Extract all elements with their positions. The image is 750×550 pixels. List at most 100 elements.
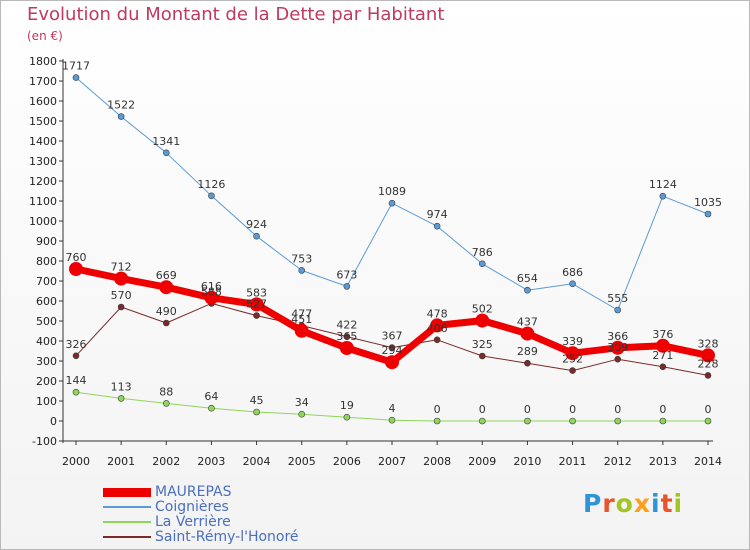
data-point <box>343 413 351 421</box>
data-point <box>610 340 625 355</box>
y-tick-label: 600 <box>36 295 57 308</box>
logo-letter: x <box>633 489 651 518</box>
data-label: 0 <box>659 403 666 416</box>
data-point <box>72 74 80 81</box>
data-point <box>569 417 576 425</box>
x-tick-label: 2005 <box>288 455 316 468</box>
data-label: 0 <box>524 403 531 416</box>
data-label: 654 <box>517 272 538 285</box>
data-label: 113 <box>111 380 132 393</box>
y-tick-label: 1700 <box>29 75 57 88</box>
data-point <box>385 355 399 370</box>
data-point <box>388 199 396 207</box>
x-tick-label: 2009 <box>468 455 496 468</box>
legend-swatch <box>103 506 151 508</box>
data-label: 294 <box>382 344 403 357</box>
data-point <box>204 290 219 305</box>
y-tick-label: -100 <box>32 435 57 448</box>
data-point <box>659 192 667 200</box>
y-tick-label: 700 <box>36 275 57 288</box>
data-label: 367 <box>382 330 403 343</box>
logo-letter: i <box>651 489 661 518</box>
legend-swatch <box>103 536 151 538</box>
data-label: 673 <box>336 268 357 281</box>
y-tick-label: 100 <box>36 395 57 408</box>
data-label: 760 <box>66 251 87 264</box>
data-point <box>569 280 576 288</box>
data-label: 1341 <box>152 135 180 148</box>
logo-letter: i <box>673 489 684 518</box>
data-label: 328 <box>698 337 719 350</box>
y-tick-label: 1300 <box>29 155 57 168</box>
data-label: 144 <box>66 374 87 387</box>
data-point <box>72 388 80 396</box>
data-point <box>388 416 396 424</box>
y-tick-label: 200 <box>36 375 57 388</box>
data-label: 1035 <box>694 196 722 209</box>
unit-label: (en €) <box>27 29 63 43</box>
data-label: 228 <box>698 357 719 370</box>
data-label: 271 <box>652 349 673 362</box>
data-point <box>524 417 531 425</box>
data-point <box>343 333 351 340</box>
data-label: 45 <box>250 394 264 407</box>
data-point <box>159 280 174 295</box>
data-point <box>69 262 83 276</box>
data-label: 422 <box>336 319 357 332</box>
data-point <box>704 417 712 425</box>
x-tick-label: 2011 <box>559 455 587 468</box>
data-label: 669 <box>156 269 177 282</box>
line-chart: -100010020030040050060070080090010001100… <box>29 55 722 468</box>
data-label: 502 <box>472 303 493 316</box>
data-label: 527 <box>246 298 267 311</box>
data-label: 786 <box>472 246 493 259</box>
data-point <box>704 372 712 379</box>
data-label: 289 <box>517 345 538 358</box>
x-tick-label: 2002 <box>152 455 180 468</box>
data-label: 325 <box>472 338 493 351</box>
data-label: 490 <box>156 305 177 318</box>
data-label: 753 <box>291 252 312 265</box>
data-point <box>114 271 129 286</box>
y-tick-label: 300 <box>36 355 57 368</box>
logo-letter: t <box>660 489 674 518</box>
y-tick-label: 1600 <box>29 95 57 108</box>
data-label: 686 <box>562 266 583 279</box>
y-tick-label: 1400 <box>29 135 57 148</box>
x-tick-label: 2004 <box>243 455 271 468</box>
data-point <box>253 312 260 319</box>
data-label: 570 <box>111 289 132 302</box>
data-label: 555 <box>607 292 628 305</box>
data-label: 588 <box>201 285 222 298</box>
logo-letter: P <box>583 489 603 518</box>
x-tick-label: 2006 <box>333 455 361 468</box>
data-point <box>704 210 712 218</box>
legend-swatch <box>103 521 151 523</box>
data-label: 477 <box>291 308 312 321</box>
data-label: 309 <box>607 341 628 354</box>
data-point <box>659 417 667 425</box>
data-point <box>565 346 580 361</box>
data-label: 88 <box>159 385 173 398</box>
legend-swatch <box>103 487 151 497</box>
x-tick-label: 2003 <box>197 455 225 468</box>
y-tick-label: 800 <box>36 255 57 268</box>
y-tick-label: 1800 <box>29 55 57 68</box>
data-point <box>294 323 309 338</box>
data-point <box>475 313 490 328</box>
x-tick-label: 2010 <box>513 455 541 468</box>
data-point <box>253 232 260 240</box>
proxiti-logo: Proxiti <box>583 489 683 518</box>
chart-title: Evolution du Montant de la Dette par Hab… <box>27 4 445 25</box>
x-tick-label: 2012 <box>604 455 632 468</box>
data-label: 406 <box>427 322 448 335</box>
legend-label: Coignières <box>155 499 229 515</box>
data-label: 437 <box>517 316 538 329</box>
data-point <box>614 306 622 314</box>
y-tick-label: 0 <box>50 415 57 428</box>
data-label: 0 <box>705 403 712 416</box>
data-label: 1124 <box>649 178 677 191</box>
data-label: 365 <box>336 330 357 343</box>
data-label: 252 <box>562 353 583 366</box>
